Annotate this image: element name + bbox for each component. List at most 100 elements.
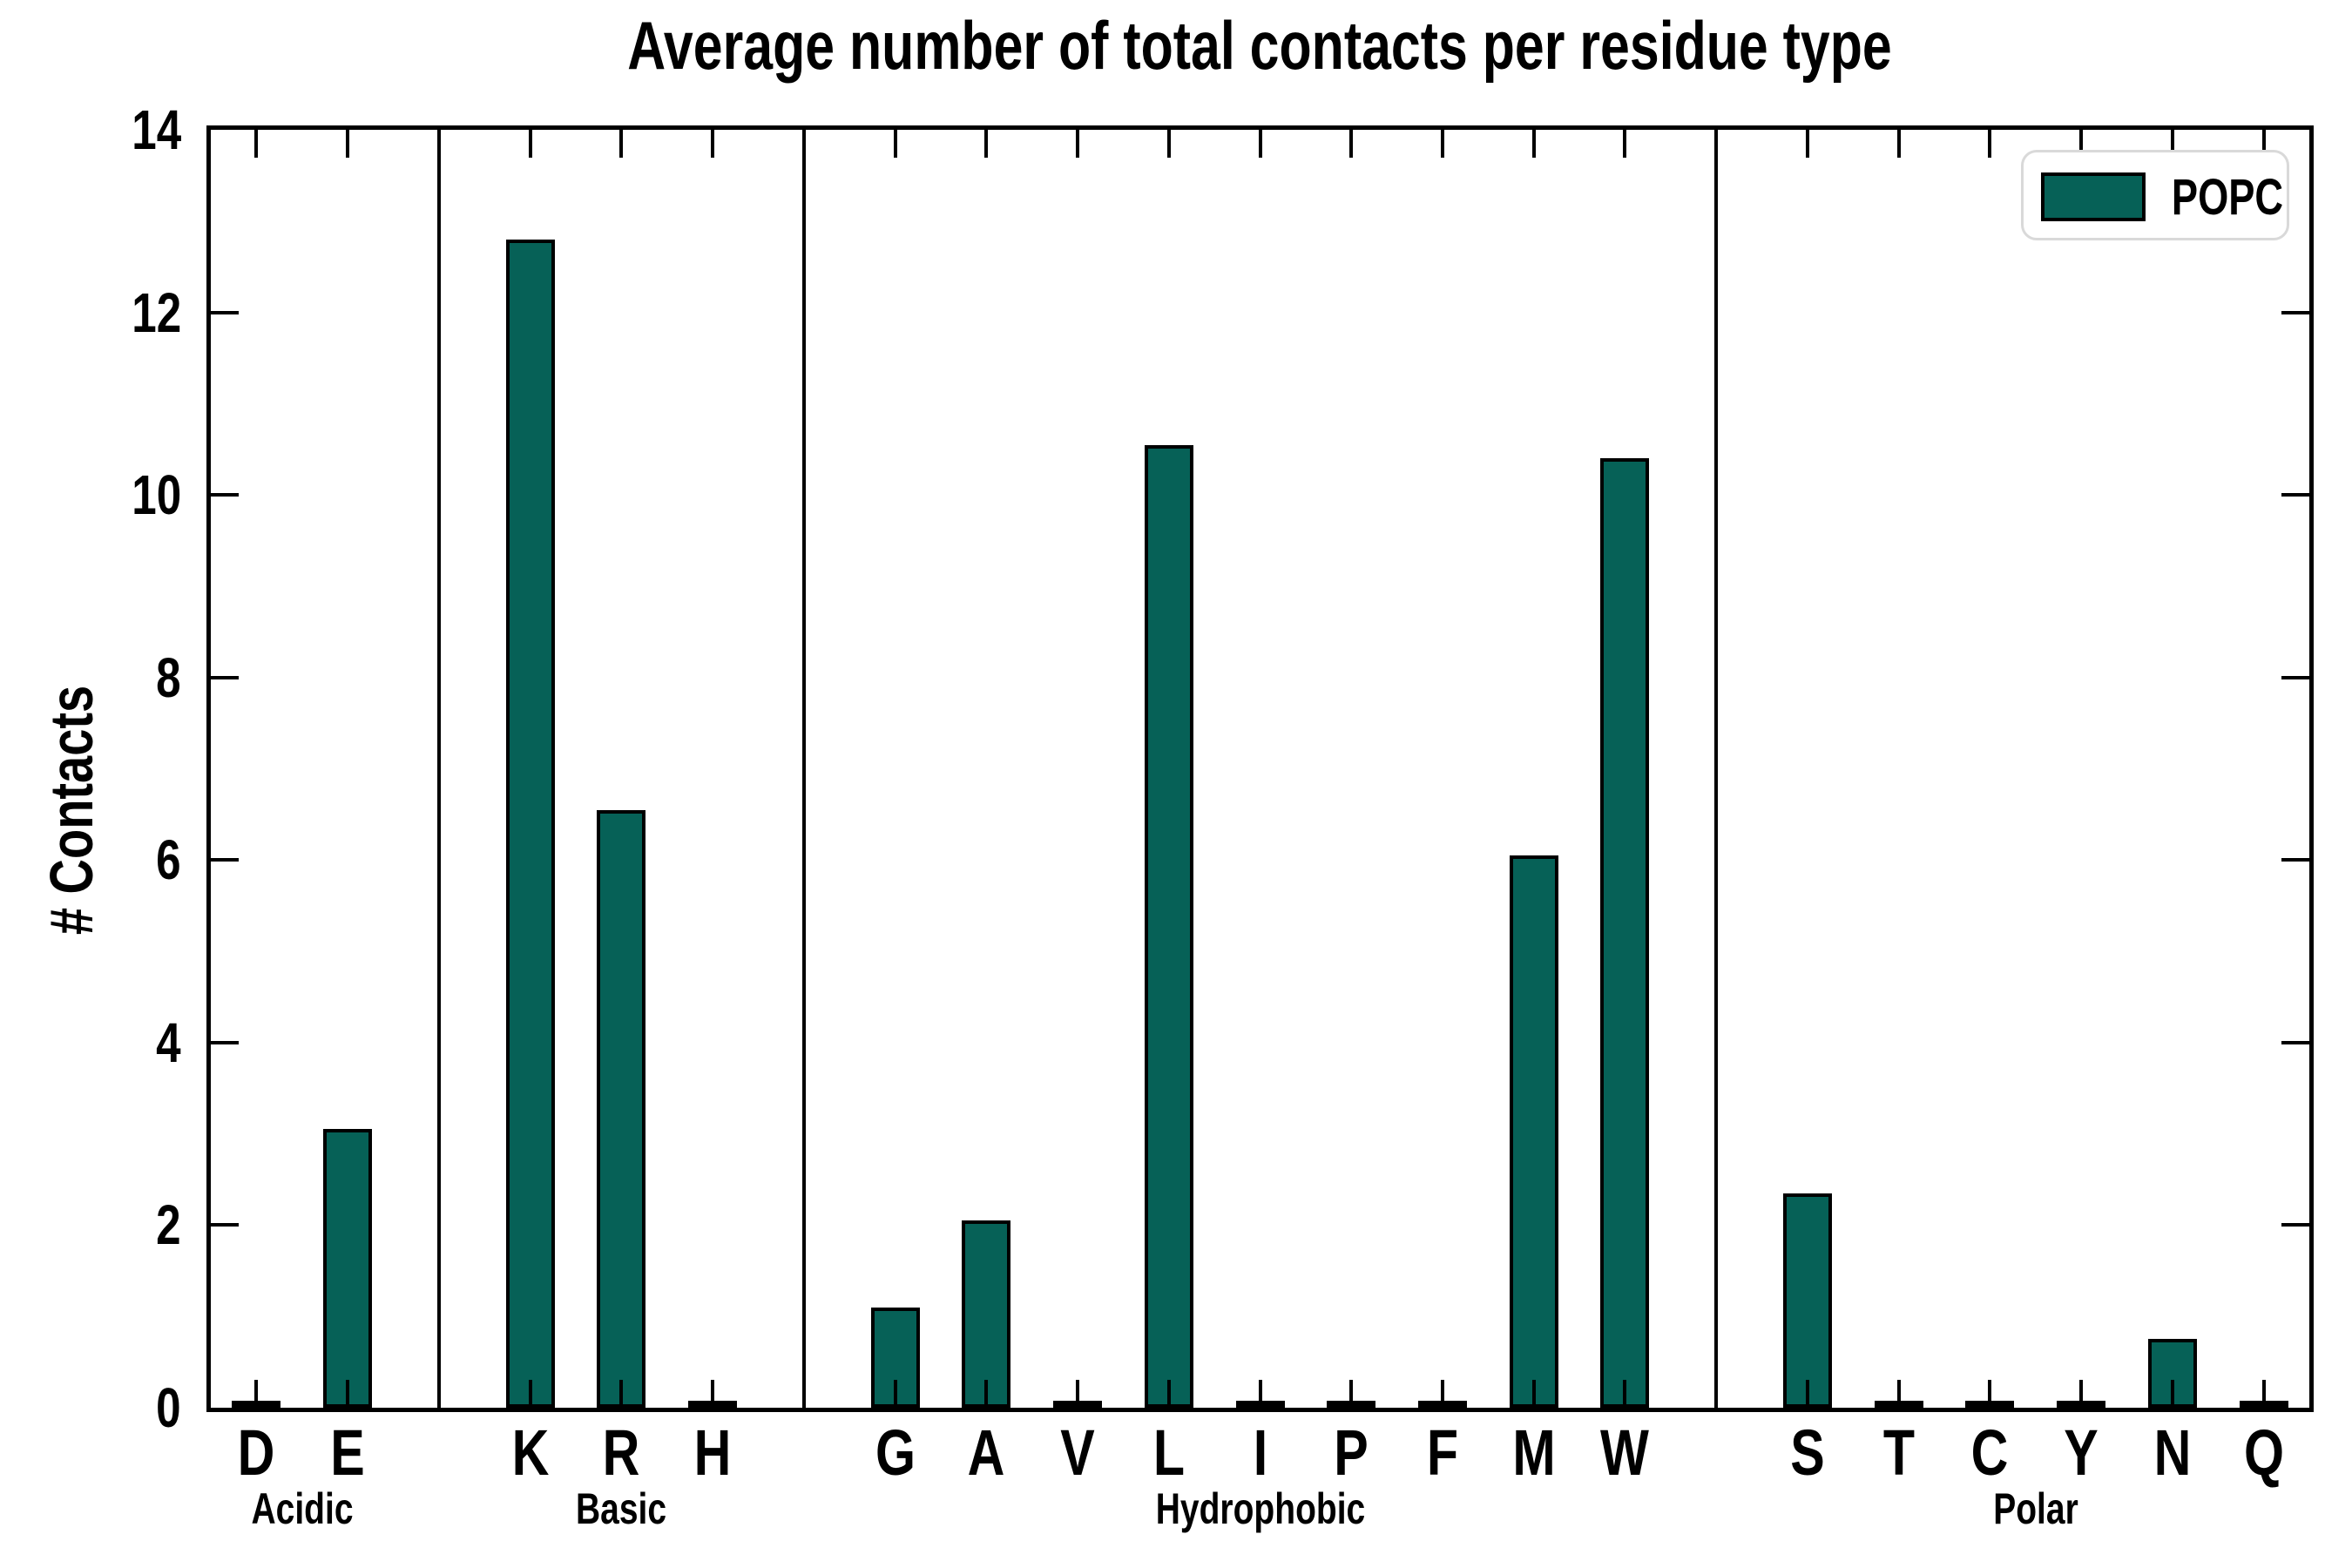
group-divider-1 — [436, 130, 441, 1408]
group-label-hydrophobic: Hydrophobic — [1155, 1484, 1365, 1533]
x-tick-bottom-L — [1166, 1380, 1171, 1408]
x-tick-bottom-Y — [2079, 1380, 2084, 1408]
y-tick-label-2: 2 — [156, 1193, 181, 1257]
x-tick-top-Y — [2079, 130, 2084, 158]
bar-E — [323, 1129, 373, 1408]
y-tick-right-10 — [2281, 493, 2309, 497]
x-tick-top-W — [1623, 130, 1627, 158]
x-tick-top-H — [711, 130, 715, 158]
bar-R — [597, 810, 646, 1408]
x-tick-label-C: C — [1971, 1416, 2009, 1489]
y-tick-label-10: 10 — [132, 463, 181, 527]
y-tick-label-12: 12 — [132, 280, 181, 344]
x-tick-bottom-T — [1896, 1380, 1901, 1408]
y-tick-label-8: 8 — [156, 645, 181, 709]
x-tick-label-S: S — [1790, 1416, 1825, 1489]
y-tick-left-6 — [211, 858, 239, 862]
chart-title: Average number of total contacts per res… — [627, 7, 1892, 84]
x-tick-label-D: D — [237, 1416, 275, 1489]
x-tick-bottom-F — [1440, 1380, 1444, 1408]
y-axis-label: # Contacts — [37, 685, 105, 936]
y-tick-right-6 — [2281, 858, 2309, 862]
group-divider-2 — [801, 130, 806, 1408]
legend-swatch-popc — [2041, 172, 2146, 221]
x-tick-top-T — [1896, 130, 1901, 158]
y-tick-label-4: 4 — [156, 1010, 181, 1074]
y-tick-left-10 — [211, 493, 239, 497]
x-tick-label-W: W — [1600, 1416, 1650, 1489]
x-tick-bottom-K — [528, 1380, 532, 1408]
group-label-polar: Polar — [1993, 1484, 2078, 1533]
x-tick-label-P: P — [1334, 1416, 1369, 1489]
x-tick-label-Q: Q — [2243, 1416, 2284, 1489]
bar-L — [1144, 445, 1193, 1408]
y-tick-label-14: 14 — [132, 98, 181, 161]
x-tick-top-S — [1805, 130, 1809, 158]
x-tick-top-G — [893, 130, 897, 158]
x-tick-bottom-Q — [2261, 1380, 2266, 1408]
x-tick-bottom-N — [2170, 1380, 2174, 1408]
x-tick-top-A — [984, 130, 989, 158]
y-tick-label-0: 0 — [156, 1376, 181, 1439]
x-tick-bottom-A — [984, 1380, 989, 1408]
legend-label-popc: POPC — [2171, 169, 2284, 226]
x-tick-top-M — [1531, 130, 1536, 158]
group-label-acidic: Acidic — [251, 1484, 354, 1533]
x-tick-bottom-C — [1988, 1380, 1992, 1408]
x-tick-bottom-V — [1076, 1380, 1080, 1408]
x-tick-bottom-S — [1805, 1380, 1809, 1408]
x-tick-label-I: I — [1253, 1416, 1267, 1489]
y-tick-right-4 — [2281, 1040, 2309, 1044]
x-tick-top-C — [1988, 130, 1992, 158]
x-tick-label-N: N — [2153, 1416, 2192, 1489]
x-tick-label-R: R — [602, 1416, 640, 1489]
x-tick-label-Y: Y — [2064, 1416, 2099, 1489]
x-tick-top-L — [1166, 130, 1171, 158]
x-tick-top-V — [1076, 130, 1080, 158]
y-tick-left-2 — [211, 1223, 239, 1227]
x-tick-top-I — [1258, 130, 1262, 158]
x-tick-label-E: E — [330, 1416, 365, 1489]
bar-K — [505, 240, 555, 1408]
x-tick-label-H: H — [693, 1416, 732, 1489]
bar-M — [1509, 855, 1558, 1408]
x-tick-label-V: V — [1060, 1416, 1095, 1489]
x-tick-top-F — [1440, 130, 1444, 158]
x-tick-bottom-W — [1623, 1380, 1627, 1408]
y-tick-right-12 — [2281, 310, 2309, 314]
x-tick-label-T: T — [1882, 1416, 1915, 1489]
y-tick-left-12 — [211, 310, 239, 314]
x-tick-bottom-M — [1531, 1380, 1536, 1408]
group-label-basic: Basic — [576, 1484, 667, 1533]
y-tick-right-2 — [2281, 1223, 2309, 1227]
x-tick-label-F: F — [1426, 1416, 1459, 1489]
x-tick-bottom-R — [619, 1380, 624, 1408]
x-tick-label-M: M — [1512, 1416, 1556, 1489]
x-tick-bottom-E — [346, 1380, 350, 1408]
legend: POPC — [2021, 150, 2289, 240]
bar-A — [962, 1220, 1011, 1408]
plot-area — [206, 125, 2314, 1412]
bar-S — [1782, 1193, 1832, 1408]
y-tick-right-8 — [2281, 675, 2309, 679]
bar-N — [2147, 1339, 2197, 1408]
x-tick-bottom-P — [1349, 1380, 1354, 1408]
x-tick-top-N — [2170, 130, 2174, 158]
x-tick-bottom-D — [254, 1380, 259, 1408]
y-tick-label-6: 6 — [156, 828, 181, 892]
y-tick-left-8 — [211, 675, 239, 679]
group-divider-3 — [1714, 130, 1719, 1408]
x-tick-top-E — [346, 130, 350, 158]
x-tick-label-L: L — [1152, 1416, 1185, 1489]
x-tick-label-K: K — [511, 1416, 549, 1489]
y-tick-left-4 — [211, 1040, 239, 1044]
x-tick-bottom-G — [893, 1380, 897, 1408]
x-tick-bottom-I — [1258, 1380, 1262, 1408]
x-tick-top-K — [528, 130, 532, 158]
x-tick-top-Q — [2261, 130, 2266, 158]
bar-W — [1600, 458, 1650, 1408]
x-tick-label-G: G — [875, 1416, 916, 1489]
x-tick-bottom-H — [711, 1380, 715, 1408]
x-tick-top-D — [254, 130, 259, 158]
x-tick-top-R — [619, 130, 624, 158]
